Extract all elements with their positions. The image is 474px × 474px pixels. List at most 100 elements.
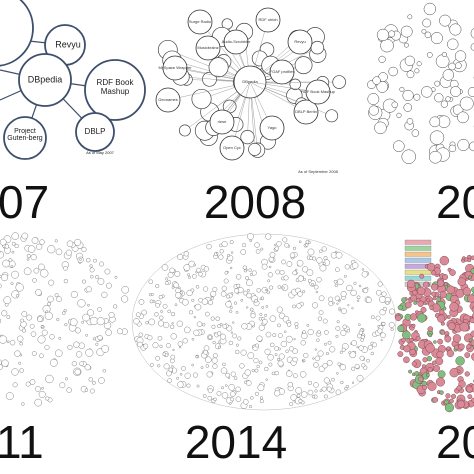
node — [195, 285, 200, 289]
node — [275, 269, 280, 275]
node — [193, 329, 200, 336]
node — [56, 296, 62, 303]
node — [23, 267, 32, 276]
node — [137, 341, 143, 348]
node — [162, 352, 167, 356]
node — [338, 308, 342, 312]
node — [329, 346, 336, 353]
node — [449, 23, 462, 36]
node — [336, 302, 339, 305]
node — [312, 357, 315, 360]
node — [63, 265, 68, 271]
node — [229, 309, 233, 313]
node — [243, 290, 248, 296]
node — [169, 267, 175, 274]
node — [421, 364, 426, 369]
node — [270, 342, 275, 348]
node — [233, 376, 238, 380]
node — [105, 329, 112, 336]
node — [400, 25, 413, 38]
node — [0, 283, 2, 289]
node — [189, 310, 194, 315]
node — [435, 357, 444, 366]
node — [470, 43, 474, 51]
node — [317, 350, 324, 357]
node — [307, 380, 312, 385]
node — [289, 346, 294, 352]
node — [10, 265, 13, 268]
node — [399, 86, 405, 92]
node — [380, 332, 386, 339]
node — [354, 363, 360, 369]
node — [191, 298, 195, 302]
node-label: Revyu — [55, 39, 81, 49]
node — [432, 360, 437, 365]
node — [446, 315, 451, 319]
node — [191, 338, 195, 341]
node — [349, 351, 357, 359]
node — [222, 324, 228, 329]
node — [63, 279, 68, 284]
node — [335, 267, 340, 272]
node — [265, 378, 268, 381]
node — [403, 345, 411, 353]
node — [220, 367, 228, 374]
node — [102, 369, 106, 373]
node — [274, 246, 279, 251]
node — [54, 239, 58, 243]
node — [341, 347, 346, 352]
node — [27, 245, 36, 253]
node — [389, 308, 395, 315]
node — [323, 330, 329, 335]
node — [322, 318, 328, 324]
node — [97, 307, 102, 312]
node — [243, 399, 249, 405]
node — [21, 328, 26, 333]
node — [382, 307, 387, 312]
node — [79, 361, 84, 366]
node — [416, 61, 422, 67]
node — [245, 276, 249, 280]
year-label: 2014 — [185, 416, 287, 468]
node — [294, 322, 299, 327]
node — [412, 289, 418, 296]
node — [289, 402, 294, 406]
node — [388, 30, 396, 38]
node — [351, 340, 357, 346]
node — [21, 311, 28, 317]
node — [408, 369, 412, 374]
node — [75, 112, 115, 152]
node — [439, 290, 447, 299]
node — [381, 291, 387, 297]
node — [459, 96, 474, 111]
node — [313, 284, 319, 290]
node — [207, 395, 212, 401]
node — [468, 338, 473, 342]
node — [74, 238, 82, 246]
node — [426, 298, 430, 302]
node — [351, 262, 359, 269]
node — [456, 385, 462, 391]
node — [171, 312, 176, 317]
node — [254, 299, 258, 303]
node — [155, 355, 160, 361]
node — [249, 239, 252, 243]
node — [95, 342, 99, 346]
node — [160, 310, 163, 313]
node — [202, 71, 217, 87]
node — [41, 329, 48, 336]
node — [376, 81, 389, 93]
node — [186, 383, 191, 388]
node — [301, 332, 308, 340]
node — [221, 241, 228, 248]
node — [457, 111, 469, 124]
node — [104, 268, 111, 275]
node — [307, 241, 311, 244]
node — [250, 313, 256, 319]
node — [437, 314, 446, 323]
node — [241, 323, 248, 330]
node — [181, 366, 186, 371]
node — [14, 350, 21, 357]
node — [36, 243, 43, 250]
